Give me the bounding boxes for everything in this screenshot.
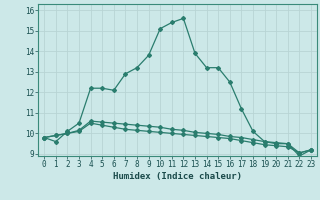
X-axis label: Humidex (Indice chaleur): Humidex (Indice chaleur) <box>113 172 242 181</box>
